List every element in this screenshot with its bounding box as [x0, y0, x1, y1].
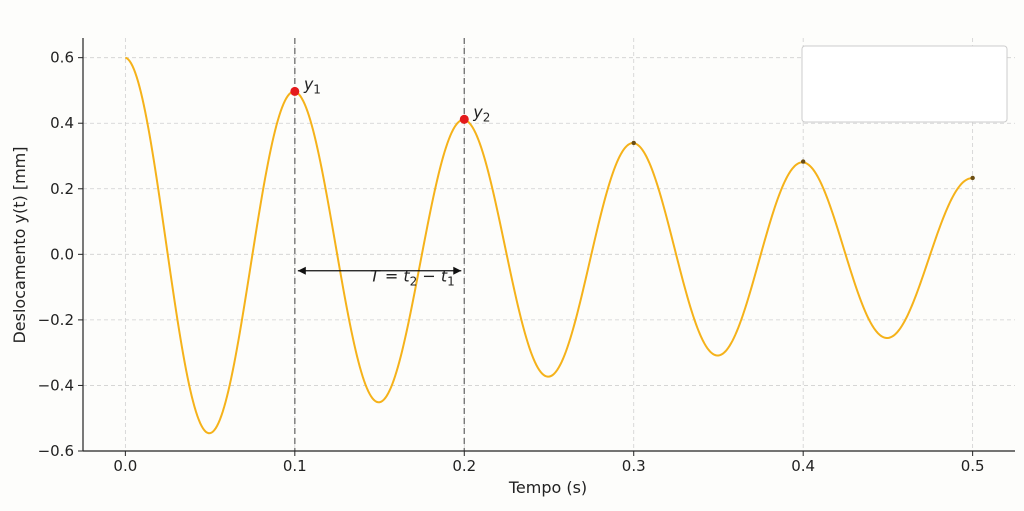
period-arrow-head-left — [297, 266, 306, 275]
period-label-part: t — [403, 267, 410, 286]
reference-lines — [294, 38, 465, 451]
peak-marker — [800, 159, 806, 164]
legend-box — [801, 45, 1008, 123]
period-label-part: T — [370, 267, 381, 286]
x-tick-label: 0.5 — [961, 457, 985, 475]
x-tick-label: 0.1 — [283, 457, 307, 475]
x-axis-title: Tempo (s) — [508, 478, 587, 497]
x-tick-label: 0.4 — [791, 457, 815, 475]
y-tick-label: 0.4 — [50, 114, 74, 132]
period-label: T = t2 − t1 — [370, 267, 455, 289]
period-label-part: − — [417, 267, 441, 286]
series-line — [124, 56, 973, 435]
point-label: y2 — [472, 102, 490, 124]
y-tick-label: 0.0 — [50, 245, 74, 263]
x-tick-label: 0.3 — [622, 457, 646, 475]
period-label-part: 2 — [410, 275, 418, 289]
markers-group — [290, 86, 975, 181]
peak-marker — [631, 140, 636, 146]
y-axis-title: Deslocamento y(t) [mm] — [10, 146, 29, 343]
highlight-point — [459, 114, 469, 124]
ticks: 0.0 0.1 0.2 0.3 0.4 0.5 0.6 0.4 0.2 0.0 −0.2 −0.4 −0… — [38, 49, 985, 475]
period-label-part: t — [441, 267, 448, 286]
y-tick-label: −0.6 — [38, 442, 74, 460]
x-tick-label: 0.0 — [113, 457, 137, 475]
x-tick-label: 0.2 — [452, 457, 476, 475]
period-arrow-head-right — [453, 266, 462, 275]
y-tick-label: 0.2 — [50, 180, 74, 198]
point-label: y1 — [303, 74, 321, 96]
highlight-point — [290, 86, 300, 96]
point-label-subscript: 2 — [483, 110, 491, 124]
y-tick-label: −0.2 — [38, 311, 74, 329]
period-label-part: = — [380, 267, 404, 286]
axes — [82, 38, 1015, 452]
period-label-part: 1 — [447, 275, 455, 289]
peak-marker — [970, 175, 975, 181]
y-tick-label: 0.6 — [50, 49, 74, 67]
series-group — [124, 56, 973, 435]
point-label-subscript: 1 — [313, 82, 321, 96]
y-tick-label: −0.4 — [38, 376, 74, 394]
